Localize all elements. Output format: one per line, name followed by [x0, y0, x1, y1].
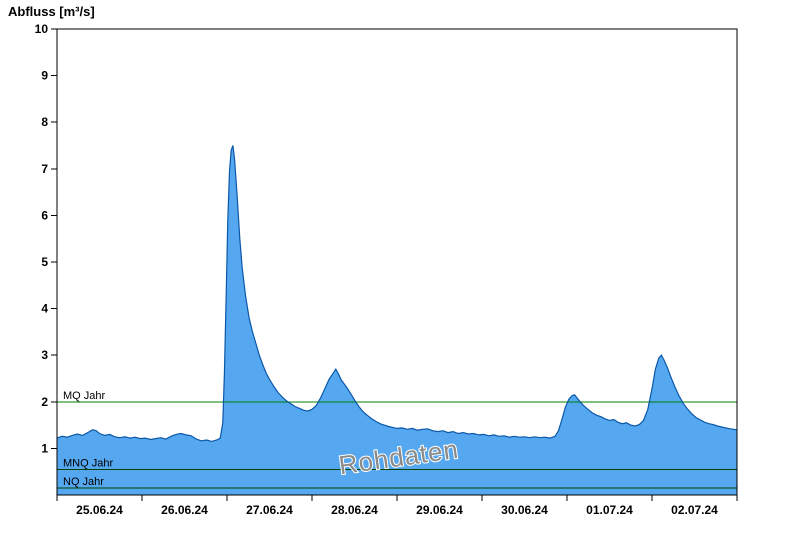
y-axis-tick-label: 8 [41, 115, 48, 129]
y-axis-tick-label: 3 [41, 348, 48, 362]
y-axis-title: Abfluss [m³/s] [8, 4, 95, 19]
y-axis-tick-label: 7 [41, 162, 48, 176]
y-axis-tick-label: 1 [41, 441, 48, 455]
y-axis-tick-label: 2 [41, 395, 48, 409]
x-axis-tick-label: 30.06.24 [501, 503, 548, 517]
x-axis-tick-label: 28.06.24 [331, 503, 378, 517]
x-axis-tick-label: 27.06.24 [246, 503, 293, 517]
discharge-area [57, 145, 737, 495]
x-axis-tick-label: 02.07.24 [671, 503, 718, 517]
y-axis-tick-label: 5 [41, 255, 48, 269]
y-axis-tick-label: 10 [35, 22, 49, 36]
discharge-line [56, 145, 738, 443]
y-axis-tick-label: 4 [41, 302, 48, 316]
y-axis-tick-label: 9 [41, 69, 48, 83]
x-axis-tick-label: 26.06.24 [161, 503, 208, 517]
x-axis-tick-label: 01.07.24 [586, 503, 633, 517]
x-axis-tick-label: 25.06.24 [76, 503, 123, 517]
plot-border [56, 28, 738, 496]
y-axis-tick-label: 6 [41, 208, 48, 222]
reference-label-mq-jahr: MQ Jahr [63, 390, 106, 402]
x-axis-tick-label: 29.06.24 [416, 503, 463, 517]
reference-label-nq-jahr: NQ Jahr [63, 476, 104, 488]
reference-label-mnq-jahr: MNQ Jahr [63, 457, 113, 469]
